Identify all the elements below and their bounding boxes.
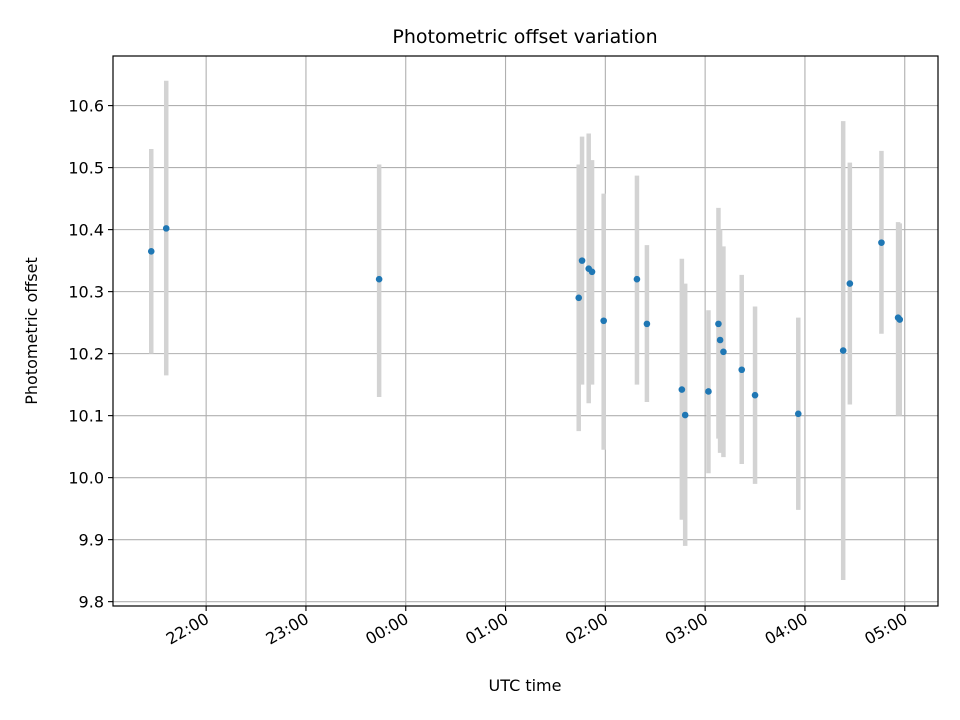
data-point	[716, 336, 724, 344]
data-point	[162, 225, 170, 232]
y-tick-label: 10.4	[68, 221, 104, 240]
data-point	[678, 386, 686, 393]
y-tick-label: 10.5	[68, 159, 104, 178]
data-point	[794, 410, 802, 418]
plot-area	[113, 56, 938, 606]
y-axis: 9.8 9.9 10.0 10.1 10.2 10.3 10.4 10.5 10.6	[68, 97, 113, 612]
data-points	[147, 225, 904, 419]
data-point	[578, 257, 586, 264]
data-point	[878, 239, 885, 246]
data-point	[715, 320, 722, 328]
y-tick-label: 9.9	[79, 531, 104, 550]
x-axis-label: UTC time	[489, 676, 562, 695]
data-point	[705, 388, 712, 395]
data-point	[839, 347, 847, 354]
data-point	[751, 391, 759, 399]
data-point	[147, 248, 155, 255]
data-point	[720, 348, 727, 356]
data-point	[681, 411, 689, 419]
data-point	[600, 317, 607, 325]
y-tick-label: 9.8	[79, 593, 104, 612]
data-point	[738, 366, 746, 374]
chart-title: Photometric offset variation	[392, 26, 657, 48]
y-tick-label: 10.2	[68, 345, 104, 364]
data-point	[575, 294, 583, 302]
data-point	[375, 275, 383, 283]
plot-frame	[112, 55, 939, 607]
data-point	[633, 275, 641, 283]
y-tick-label: 10.6	[68, 97, 104, 116]
y-tick-label: 10.3	[68, 283, 104, 302]
y-tick-label: 10.1	[68, 407, 104, 426]
y-tick-label: 10.0	[68, 469, 104, 488]
data-point	[643, 320, 651, 328]
data-point	[846, 280, 854, 287]
data-point	[896, 316, 904, 323]
data-point	[588, 268, 596, 276]
y-axis-label: Photometric offset	[22, 257, 41, 405]
